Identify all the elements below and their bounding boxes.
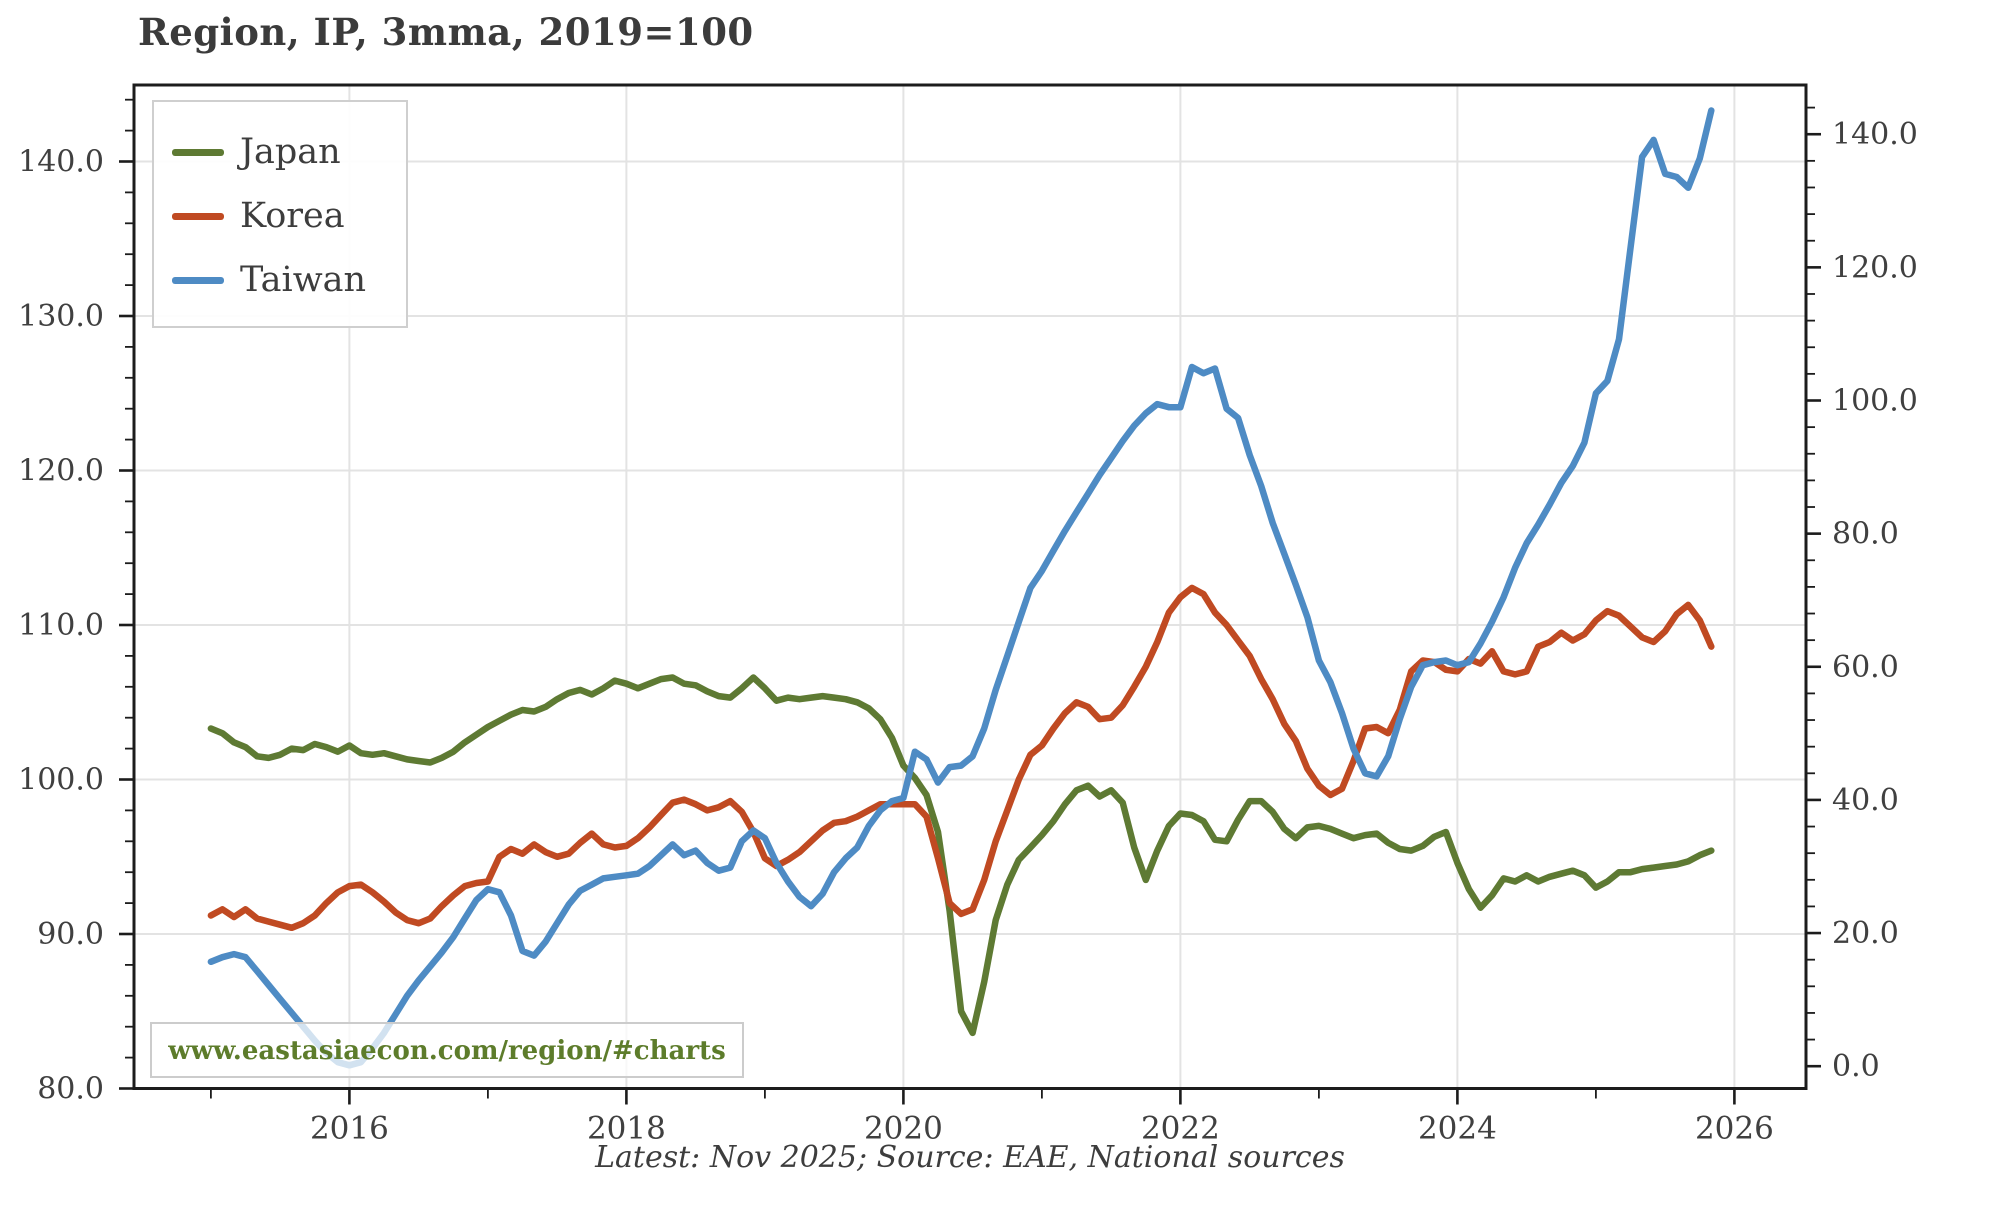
right-axis-tick-label: 140.0 (1832, 117, 1918, 152)
legend: Japan Korea Taiwan (152, 100, 408, 328)
left-axis-tick-label: 80.0 (37, 1072, 104, 1107)
x-axis-tick-label: 2022 (1141, 1111, 1220, 1147)
legend-swatch-japan (172, 148, 224, 156)
legend-swatch-korea (172, 212, 224, 220)
left-axis-tick-label: 110.0 (18, 608, 104, 643)
right-axis-tick-label: 40.0 (1832, 783, 1899, 818)
legend-item-korea: Korea (172, 184, 406, 248)
left-axis-tick-label: 100.0 (18, 763, 104, 798)
x-axis-tick-label: 2026 (1695, 1111, 1774, 1147)
series-line-japan (207, 674, 1715, 1037)
right-axis-tick-label: 120.0 (1832, 250, 1918, 285)
legend-item-japan: Japan (172, 120, 406, 184)
left-axis-tick-label: 140.0 (18, 145, 104, 180)
legend-swatch-taiwan (172, 276, 224, 284)
left-axis-tick-label: 130.0 (18, 299, 104, 334)
series-line-taiwan (207, 107, 1715, 1069)
legend-item-taiwan: Taiwan (172, 248, 406, 312)
right-axis-tick-label: 20.0 (1832, 916, 1899, 951)
watermark: www.eastasiaecon.com/region/#charts (150, 1022, 744, 1078)
x-axis-tick-label: 2016 (310, 1111, 389, 1147)
right-axis-tick-label: 0.0 (1832, 1049, 1880, 1084)
x-axis-tick-label: 2024 (1418, 1111, 1497, 1147)
source-caption: Latest: Nov 2025; Source: EAE, National … (595, 1140, 1345, 1175)
x-axis-tick-label: 2020 (864, 1111, 943, 1147)
chart-title: Region, IP, 3mma, 2019=100 (138, 10, 754, 54)
left-axis-tick-label: 120.0 (18, 454, 104, 489)
right-axis-tick-label: 60.0 (1832, 650, 1899, 685)
legend-label-taiwan: Taiwan (240, 260, 367, 300)
right-axis-tick-label: 80.0 (1832, 517, 1899, 552)
right-axis-tick-label: 100.0 (1832, 384, 1918, 419)
legend-label-japan: Japan (240, 132, 341, 172)
legend-label-korea: Korea (240, 196, 345, 236)
x-axis-tick-label: 2018 (587, 1111, 666, 1147)
left-axis-tick-label: 90.0 (37, 917, 104, 952)
